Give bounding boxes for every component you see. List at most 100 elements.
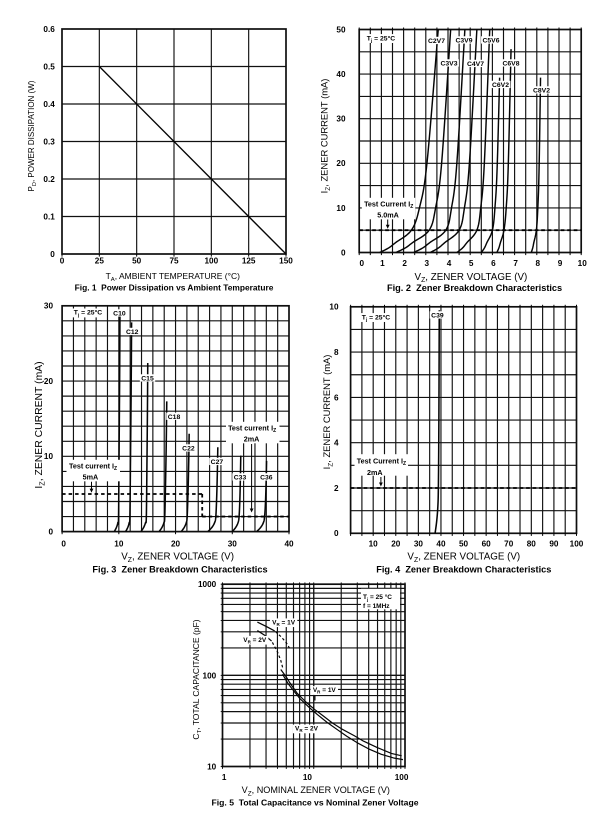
svg-text:10: 10 [578,259,588,268]
svg-text:0.1: 0.1 [43,212,55,221]
svg-text:2mA: 2mA [367,468,383,477]
svg-text:30: 30 [228,539,238,548]
svg-text:C8V2: C8V2 [533,87,550,94]
svg-text:C6V2: C6V2 [492,82,509,89]
svg-text:4: 4 [447,259,452,268]
svg-text:20: 20 [391,539,401,548]
svg-text:20: 20 [171,539,181,548]
svg-text:8: 8 [536,259,541,268]
svg-text:20: 20 [336,159,346,168]
svg-text:TA, AMBIENT TEMPERATURE (°C): TA, AMBIENT TEMPERATURE (°C) [106,271,241,283]
svg-text:40: 40 [336,70,346,79]
svg-text:Tj = 25°C: Tj = 25°C [362,313,391,323]
svg-text:C27: C27 [211,459,224,466]
svg-text:Fig. 1 Power Dissipation vs A: Fig. 1 Power Dissipation vs Ambient Temp… [75,282,274,292]
svg-text:CT, TOTAL CAPACITANCE (pF): CT, TOTAL CAPACITANCE (pF) [191,619,203,739]
svg-text:150: 150 [279,257,293,266]
svg-text:VZ, ZENER VOLTAGE (V): VZ, ZENER VOLTAGE (V) [407,552,520,564]
svg-text:125: 125 [242,257,256,266]
svg-text:10: 10 [44,452,54,461]
svg-text:0: 0 [50,250,55,259]
svg-text:IZ, ZENER CURRENT (mA): IZ, ZENER CURRENT (mA) [321,355,334,470]
svg-text:100: 100 [570,539,584,548]
svg-text:40: 40 [436,539,446,548]
svg-text:Fig. 2 Zener Breakdown Charac: Fig. 2 Zener Breakdown Characteristics [387,283,562,293]
svg-text:40: 40 [284,539,294,548]
svg-text:0: 0 [341,248,346,257]
svg-text:10: 10 [303,773,313,782]
svg-text:6: 6 [491,259,496,268]
svg-text:C10: C10 [113,310,126,317]
svg-text:0.5: 0.5 [43,62,55,71]
svg-text:f = 1MHz: f = 1MHz [363,603,390,610]
svg-text:25: 25 [95,257,105,266]
svg-text:2mA: 2mA [244,435,260,444]
svg-text:Fig. 5 Total Capacitance vs N: Fig. 5 Total Capacitance vs Nominal Zene… [212,797,419,807]
svg-text:VR = 1V: VR = 1V [272,619,296,627]
svg-text:9: 9 [558,259,563,268]
svg-text:10: 10 [114,539,124,548]
svg-text:VR = 1V: VR = 1V [313,687,337,695]
svg-text:Test current IZ: Test current IZ [228,423,276,434]
svg-text:0.4: 0.4 [43,100,55,109]
svg-text:C2V7: C2V7 [428,38,445,45]
svg-text:0.6: 0.6 [43,25,55,34]
svg-text:C15: C15 [141,375,154,382]
svg-text:C36: C36 [260,474,273,481]
svg-text:C5V6: C5V6 [482,37,499,44]
svg-text:Test current IZ: Test current IZ [69,461,117,472]
svg-text:100: 100 [203,671,217,680]
svg-text:10: 10 [329,303,339,312]
svg-text:1: 1 [380,259,385,268]
svg-text:0.2: 0.2 [43,175,55,184]
svg-text:7: 7 [513,259,518,268]
svg-text:8: 8 [334,348,339,357]
svg-text:60: 60 [482,539,492,548]
svg-text:70: 70 [504,539,514,548]
svg-text:C22: C22 [182,445,195,452]
svg-text:50: 50 [459,539,469,548]
svg-text:0: 0 [360,259,365,268]
svg-text:C12: C12 [126,329,139,336]
svg-text:PD, POWER DISSIPATION (W): PD, POWER DISSIPATION (W) [27,80,38,191]
svg-text:C39: C39 [431,312,444,319]
svg-text:0.3: 0.3 [43,137,55,146]
svg-text:80: 80 [527,539,537,548]
svg-text:10: 10 [369,539,379,548]
svg-text:90: 90 [549,539,559,548]
svg-text:5.0mA: 5.0mA [377,210,399,219]
svg-text:VZ, ZENER VOLTAGE (V): VZ, ZENER VOLTAGE (V) [415,272,528,284]
svg-text:Tj = 25°C: Tj = 25°C [367,34,396,44]
svg-text:C3V9: C3V9 [455,37,472,44]
svg-text:0: 0 [61,539,66,548]
svg-text:Tj = 25 °C: Tj = 25 °C [363,593,392,602]
svg-text:5: 5 [469,259,474,268]
svg-text:VZ, ZENER VOLTAGE (V): VZ, ZENER VOLTAGE (V) [121,552,234,564]
svg-text:0: 0 [60,257,65,266]
svg-text:5mA: 5mA [83,473,99,482]
svg-text:75: 75 [169,257,179,266]
svg-text:30: 30 [336,115,346,124]
svg-text:Tj = 25°C: Tj = 25°C [74,309,103,319]
svg-text:IZ, ZENER CURRENT (mA): IZ, ZENER CURRENT (mA) [319,79,332,194]
svg-text:20: 20 [44,377,54,386]
svg-text:10: 10 [336,204,346,213]
svg-text:Fig. 3 Zener Breakdown Charac: Fig. 3 Zener Breakdown Characteristics [92,564,267,574]
svg-text:IZ, ZENER CURRENT (mA): IZ, ZENER CURRENT (mA) [34,361,47,488]
svg-text:VR = 2V: VR = 2V [295,726,319,734]
svg-text:1: 1 [222,773,227,782]
svg-text:1000: 1000 [198,580,217,589]
svg-text:50: 50 [336,25,346,34]
svg-text:VZ, NOMINAL ZENER VOLTAGE (V): VZ, NOMINAL ZENER VOLTAGE (V) [242,785,390,797]
svg-text:10: 10 [207,762,217,771]
svg-text:Test Current IZ: Test Current IZ [357,456,406,467]
svg-text:Test Current IZ: Test Current IZ [364,199,413,210]
svg-text:6: 6 [334,393,339,402]
svg-text:3: 3 [425,259,430,268]
svg-text:100: 100 [395,773,409,782]
svg-text:C3V3: C3V3 [440,60,457,67]
svg-text:C6V8: C6V8 [502,60,519,67]
svg-text:0: 0 [334,529,339,538]
svg-text:30: 30 [414,539,424,548]
svg-text:0: 0 [48,528,53,537]
